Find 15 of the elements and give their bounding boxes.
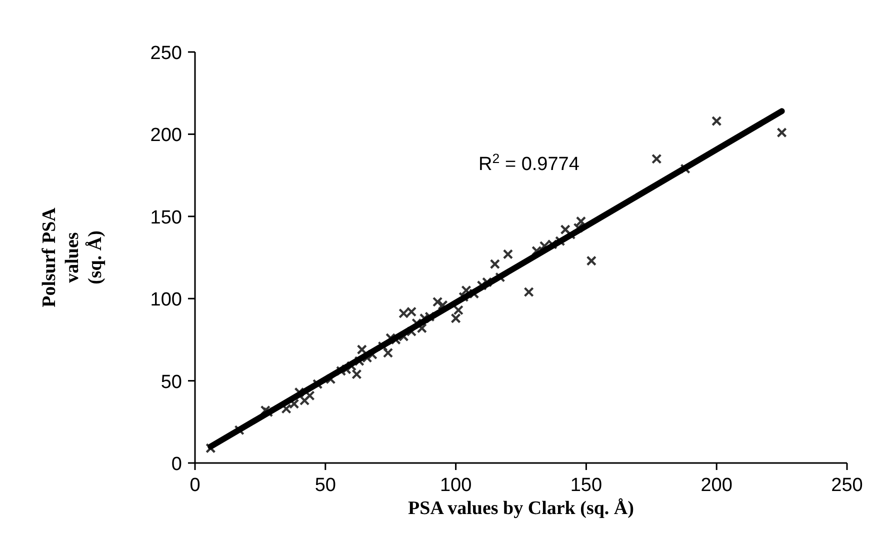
x-tick-label: 250 <box>831 475 863 496</box>
x-tick-label: 100 <box>440 475 472 496</box>
y-tick-label: 100 <box>150 290 182 311</box>
y-tick-label: 150 <box>150 207 182 228</box>
x-tick-label: 150 <box>570 475 602 496</box>
y-axis-title: Polsurf PSA values (sq. Å) <box>39 207 106 308</box>
x-tick-label: 50 <box>314 475 336 496</box>
y-tick-label: 250 <box>150 43 182 64</box>
x-tick-label: 200 <box>700 475 732 496</box>
x-axis-title: PSA values by Clark (sq. Å) <box>408 498 634 519</box>
x-tick-label: 0 <box>190 475 200 496</box>
y-tick-label: 50 <box>160 372 182 393</box>
y-tick-label: 0 <box>171 454 182 475</box>
y-tick-label: 200 <box>150 125 182 146</box>
annotation: R$^{2}$ = 0.9774 <box>478 150 580 175</box>
